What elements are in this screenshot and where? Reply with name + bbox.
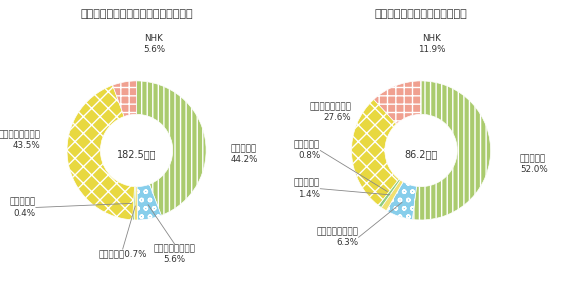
Text: 民放在阪準キー局
6.3%: 民放在阪準キー局 6.3% <box>316 227 358 248</box>
Text: ローカル局
1.4%: ローカル局 1.4% <box>294 179 320 199</box>
Title: 放送コンテンツ海外輸出額（主体別）: 放送コンテンツ海外輸出額（主体別） <box>80 9 193 19</box>
Text: プロダクション等
43.5%: プロダクション等 43.5% <box>0 130 40 150</box>
Wedge shape <box>413 81 490 220</box>
Text: ローカル局0.7%: ローカル局0.7% <box>98 249 147 258</box>
Wedge shape <box>386 182 417 219</box>
Text: 182.5億円: 182.5億円 <box>117 149 156 159</box>
Text: 衛星放送局
0.4%: 衛星放送局 0.4% <box>10 197 36 217</box>
Text: 民放在阪準キー局
5.6%: 民放在阪準キー局 5.6% <box>154 244 196 264</box>
Text: NHK
5.6%: NHK 5.6% <box>143 35 165 55</box>
Wedge shape <box>374 81 421 124</box>
Text: プロダクション等
27.6%: プロダクション等 27.6% <box>310 102 352 122</box>
Wedge shape <box>137 184 162 220</box>
Title: 番組放送権の輸出額（主体別）: 番組放送権の輸出額（主体別） <box>374 9 468 19</box>
Wedge shape <box>133 186 135 220</box>
Text: 衛星放送局
0.8%: 衛星放送局 0.8% <box>294 140 320 160</box>
Wedge shape <box>381 180 403 211</box>
Text: 民放キー局
44.2%: 民放キー局 44.2% <box>230 144 258 164</box>
Text: 民放キー局
52.0%: 民放キー局 52.0% <box>520 154 547 174</box>
Wedge shape <box>352 99 399 205</box>
Text: NHK
11.9%: NHK 11.9% <box>418 35 445 55</box>
Text: 86.2億円: 86.2億円 <box>405 149 438 159</box>
Wedge shape <box>67 85 134 220</box>
Wedge shape <box>134 187 138 220</box>
Wedge shape <box>113 81 137 117</box>
Wedge shape <box>137 81 206 215</box>
Wedge shape <box>378 179 401 207</box>
